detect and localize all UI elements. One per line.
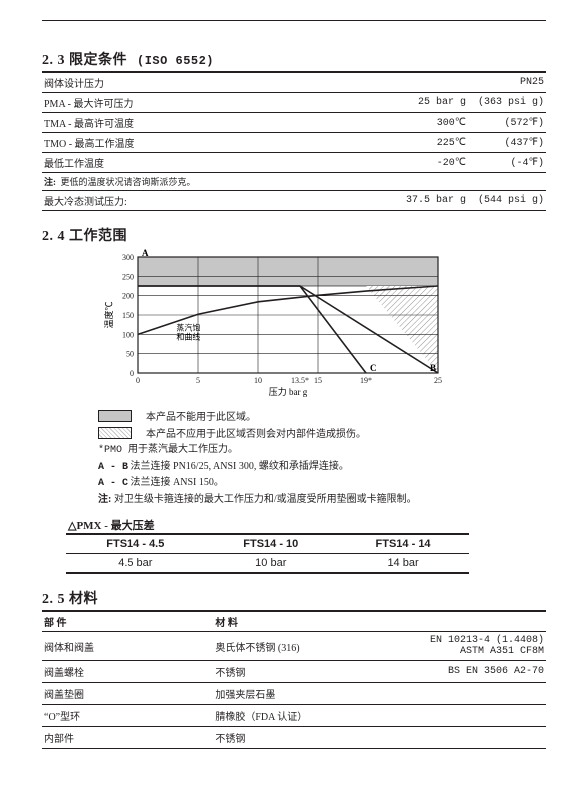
mat-h3 xyxy=(385,611,546,632)
spec-cell xyxy=(385,705,546,727)
sec23-title: 2. 3 限定条件 (ISO 6552) xyxy=(42,49,546,69)
cell-v1: -20℃ xyxy=(296,153,468,173)
pmx-cell: 4.5 bar xyxy=(66,554,205,574)
pmx-header: FTS14 - 10 xyxy=(205,534,337,554)
cell-label: 阀体设计压力 xyxy=(42,72,296,93)
top-rule xyxy=(42,20,546,21)
materials-table: 部 件 材 料 阀体和阀盖 奥氏体不锈钢 (316) EN 10213-4 (1… xyxy=(42,610,546,749)
note-line: 注: 对卫生级卡箍连接的最大工作压力和/或温度受所用垫圈或卡箍限制。 xyxy=(124,493,546,508)
svg-text:B: B xyxy=(430,363,436,373)
svg-text:和曲线: 和曲线 xyxy=(176,331,200,341)
svg-text:300: 300 xyxy=(122,253,134,262)
svg-text:5: 5 xyxy=(196,376,200,385)
mat-h2: 材 料 xyxy=(213,611,384,632)
table-row: TMA - 最高许可温度 300℃ (572℉) xyxy=(42,113,546,133)
spec-cell: BS EN 3506 A2-70 xyxy=(385,661,546,683)
svg-text:10: 10 xyxy=(254,376,262,385)
note-line: A - B 法兰连接 PN16/25, ANSI 300, 螺纹和承插焊连接。 xyxy=(124,460,546,476)
swatch-hatch xyxy=(98,427,132,439)
spec-cell: EN 10213-4 (1.4408)ASTM A351 CF8M xyxy=(385,632,546,661)
table-row: TMO - 最高工作温度 225℃ (437℉) xyxy=(42,133,546,153)
table-row: 阀体和阀盖 奥氏体不锈钢 (316) EN 10213-4 (1.4408)AS… xyxy=(42,632,546,661)
part-cell: 内部件 xyxy=(42,727,213,749)
cell-v1 xyxy=(296,72,468,93)
mat-cell: 不锈钢 xyxy=(213,727,384,749)
svg-text:0: 0 xyxy=(130,369,134,378)
svg-text:A: A xyxy=(142,249,149,258)
svg-text:C: C xyxy=(370,363,377,373)
cell-label: 最大冷态测试压力: xyxy=(42,191,296,211)
cell-v1: 300℃ xyxy=(296,113,468,133)
table-row: “O”型环 腈橡胶（FDA 认证） xyxy=(42,705,546,727)
note-cell: 注: 更低的温度状况请咨询斯派莎克。 xyxy=(42,173,546,191)
part-cell: 阀盖螺栓 xyxy=(42,661,213,683)
svg-text:压力 bar g: 压力 bar g xyxy=(269,386,308,397)
mat-cell: 腈橡胶（FDA 认证） xyxy=(213,705,384,727)
part-cell: 阀盖垫圈 xyxy=(42,683,213,705)
legend2-text: 本产品不应用于此区域否则会对内部件造成损伤。 xyxy=(146,425,366,440)
part-cell: 阀体和阀盖 xyxy=(42,632,213,661)
cell-v2: PN25 xyxy=(468,72,546,93)
mat-cell: 加强夹层石墨 xyxy=(213,683,384,705)
legend: 本产品不能用于此区域。 本产品不应用于此区域否则会对内部件造成损伤。 xyxy=(98,408,546,440)
svg-text:200: 200 xyxy=(122,292,134,301)
table-row: 最大冷态测试压力: 37.5 bar g (544 psi g) xyxy=(42,191,546,211)
pmx-title: △PMX - 最大压差 xyxy=(68,517,546,533)
sec24-title: 2. 4 工作范围 xyxy=(42,225,546,245)
table-row: 阀盖垫圈 加强夹层石墨 xyxy=(42,683,546,705)
spec-cell xyxy=(385,683,546,705)
part-cell: “O”型环 xyxy=(42,705,213,727)
legend-row-hatch: 本产品不应用于此区域否则会对内部件造成损伤。 xyxy=(98,425,546,440)
note-line: *PMO 用于蒸汽最大工作压力。 xyxy=(98,444,546,459)
note-line: A - C 法兰连接 ANSI 150。 xyxy=(124,476,546,492)
chart-notes: *PMO 用于蒸汽最大工作压力。A - B 法兰连接 PN16/25, ANSI… xyxy=(98,444,546,507)
svg-text:50: 50 xyxy=(126,350,134,359)
svg-text:19*: 19* xyxy=(360,376,372,385)
cell-v2: (363 psi g) xyxy=(468,93,546,113)
table-row: 阀体设计压力 PN25 xyxy=(42,72,546,93)
svg-text:100: 100 xyxy=(122,330,134,339)
svg-text:0: 0 xyxy=(136,376,140,385)
table-row: 最低工作温度 -20℃ (-4℉) xyxy=(42,153,546,173)
cell-v2: (544 psi g) xyxy=(468,191,546,211)
limits-table: 阀体设计压力 PN25PMA - 最大许可压力 25 bar g (363 ps… xyxy=(42,71,546,211)
cell-v2: (437℉) xyxy=(468,133,546,153)
svg-text:25: 25 xyxy=(434,376,442,385)
cell-v1: 225℃ xyxy=(296,133,468,153)
pmx-cell: 14 bar xyxy=(337,554,469,574)
pmx-header: FTS14 - 4.5 xyxy=(66,534,205,554)
cell-label: 最低工作温度 xyxy=(42,153,296,173)
svg-text:250: 250 xyxy=(122,272,134,281)
mat-h1: 部 件 xyxy=(42,611,213,632)
svg-text:温度℃: 温度℃ xyxy=(103,301,114,328)
mat-cell: 奥氏体不锈钢 (316) xyxy=(213,632,384,661)
svg-text:13.5*: 13.5* xyxy=(291,376,309,385)
svg-text:15: 15 xyxy=(314,376,322,385)
cell-v2: (572℉) xyxy=(468,113,546,133)
sec25-title: 2. 5 材料 xyxy=(42,588,546,608)
cell-v2: (-4℉) xyxy=(468,153,546,173)
chart: 051013.5*1519*25050100150200250300压力 bar… xyxy=(98,249,546,402)
cell-label: PMA - 最大许可压力 xyxy=(42,93,296,113)
legend-row-solid: 本产品不能用于此区域。 xyxy=(98,408,546,423)
cell-v1: 37.5 bar g xyxy=(296,191,468,211)
pmx-table: FTS14 - 4.5FTS14 - 10FTS14 - 14 4.5 bar1… xyxy=(66,533,469,574)
sec23-iso: (ISO 6552) xyxy=(137,54,214,68)
legend1-text: 本产品不能用于此区域。 xyxy=(146,408,256,423)
svg-text:蒸汽饱: 蒸汽饱 xyxy=(176,322,200,332)
pmx-header: FTS14 - 14 xyxy=(337,534,469,554)
table-row: PMA - 最大许可压力 25 bar g (363 psi g) xyxy=(42,93,546,113)
sec23-title-text: 2. 3 限定条件 xyxy=(42,53,127,68)
swatch-solid xyxy=(98,410,132,422)
mat-cell: 不锈钢 xyxy=(213,661,384,683)
pmx-cell: 10 bar xyxy=(205,554,337,574)
spec-cell xyxy=(385,727,546,749)
table-row: 内部件 不锈钢 xyxy=(42,727,546,749)
svg-text:150: 150 xyxy=(122,311,134,320)
cell-label: TMA - 最高许可温度 xyxy=(42,113,296,133)
table-row: 阀盖螺栓 不锈钢 BS EN 3506 A2-70 xyxy=(42,661,546,683)
cell-v1: 25 bar g xyxy=(296,93,468,113)
cell-label: TMO - 最高工作温度 xyxy=(42,133,296,153)
table-row: 注: 更低的温度状况请咨询斯派莎克。 xyxy=(42,173,546,191)
